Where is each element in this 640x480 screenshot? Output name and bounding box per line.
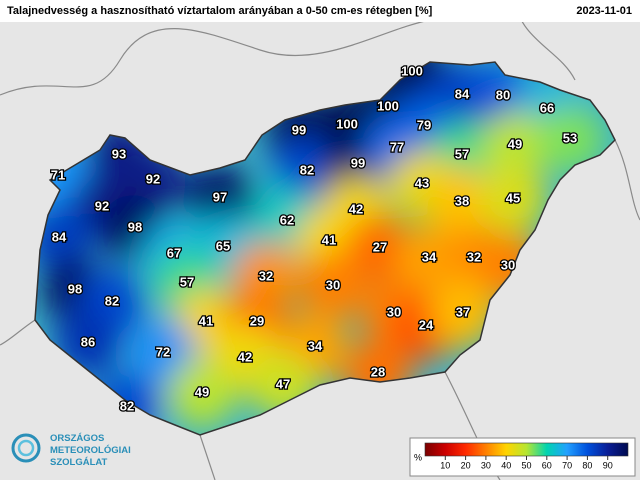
- station-value: 84: [455, 86, 470, 101]
- moisture-blob: [428, 168, 496, 236]
- station-value: 93: [112, 146, 126, 161]
- station-value: 71: [51, 167, 65, 182]
- station-value: 82: [300, 162, 314, 177]
- station-value: 49: [195, 384, 209, 399]
- colorbar-unit: %: [414, 452, 422, 462]
- station-value: 98: [68, 281, 82, 296]
- colorbar-tick-label: 30: [481, 460, 491, 470]
- station-value: 65: [216, 238, 230, 253]
- station-value: 53: [563, 130, 577, 145]
- colorbar-tick-label: 60: [542, 460, 552, 470]
- station-value: 57: [180, 274, 194, 289]
- logo-icon: [17, 439, 35, 457]
- station-value: 38: [455, 193, 469, 208]
- logo-icon: [11, 433, 41, 463]
- station-labels: 100 84 80 66 99 100 100 79 57 49 53 93 92 82 99 77 43 71 9…: [49, 62, 578, 415]
- station-value: 43: [415, 175, 429, 190]
- station-value: 82: [105, 293, 119, 308]
- station-value: 82: [120, 398, 134, 413]
- station-value: 99: [292, 122, 306, 137]
- moisture-blob: [481, 111, 549, 179]
- colorbar-tick-label: 90: [603, 460, 613, 470]
- station-value: 47: [276, 376, 290, 391]
- station-value: 42: [238, 349, 252, 364]
- colorbar-tick-label: 80: [582, 460, 592, 470]
- station-value: 34: [422, 249, 437, 264]
- station-value: 41: [322, 232, 336, 247]
- station-value: 30: [501, 257, 515, 272]
- colorbar-tick-label: 50: [521, 460, 531, 470]
- station-value: 24: [419, 317, 434, 332]
- date: 2023-11-01: [576, 5, 632, 17]
- moisture-blob: [168, 359, 236, 427]
- station-value: 37: [456, 304, 470, 319]
- station-value: 49: [508, 136, 522, 151]
- station-value: 98: [128, 219, 142, 234]
- station-value: 30: [387, 304, 401, 319]
- station-value: 66: [540, 100, 554, 115]
- station-value: 57: [455, 146, 469, 161]
- station-value: 92: [95, 198, 109, 213]
- colorbar-tick-label: 10: [440, 460, 450, 470]
- station-value: 27: [373, 239, 387, 254]
- logo-text: ORSZÁGOS: [50, 433, 104, 444]
- header-bar: [0, 0, 640, 22]
- station-value: 80: [496, 87, 510, 102]
- station-value: 79: [417, 117, 431, 132]
- station-value: 86: [81, 334, 95, 349]
- station-value: 42: [349, 201, 363, 216]
- moisture-blob: [429, 279, 497, 347]
- colorbar-tick-label: 20: [461, 460, 471, 470]
- station-value: 100: [377, 98, 399, 113]
- station-value: 100: [401, 63, 423, 78]
- station-value: 29: [250, 313, 264, 328]
- colorbar: % 10 20 30 40 50 60 70 80 90: [409, 437, 636, 477]
- station-value: 32: [259, 268, 273, 283]
- station-value: 99: [351, 155, 365, 170]
- station-value: 84: [52, 229, 67, 244]
- colorbar-tick-label: 40: [501, 460, 511, 470]
- station-value: 92: [146, 171, 160, 186]
- station-value: 62: [280, 212, 294, 227]
- station-value: 30: [326, 277, 340, 292]
- station-value: 67: [167, 245, 181, 260]
- station-value: 41: [199, 313, 213, 328]
- logo-text: METEOROLÓGIAI: [50, 444, 131, 456]
- station-value: 100: [336, 116, 358, 131]
- logo: ORSZÁGOS METEOROLÓGIAI SZOLGÁLAT: [11, 433, 131, 468]
- moisture-blob: [299, 252, 367, 320]
- colorbar-tick-label: 70: [562, 460, 572, 470]
- station-value: 45: [506, 190, 520, 205]
- station-value: 34: [308, 338, 323, 353]
- moisture-blob: [536, 105, 604, 173]
- moisture-blob: [186, 164, 254, 232]
- station-value: 32: [467, 249, 481, 264]
- station-value: 28: [371, 364, 385, 379]
- station-value: 77: [390, 139, 404, 154]
- title: Talajnedvesség a hasznosítható víztartal…: [7, 5, 433, 17]
- colorbar-ramp: [424, 442, 629, 457]
- logo-text: SZOLGÁLAT: [50, 457, 108, 468]
- station-value: 72: [156, 344, 170, 359]
- moisture-blob: [479, 165, 547, 233]
- station-value: 97: [213, 189, 227, 204]
